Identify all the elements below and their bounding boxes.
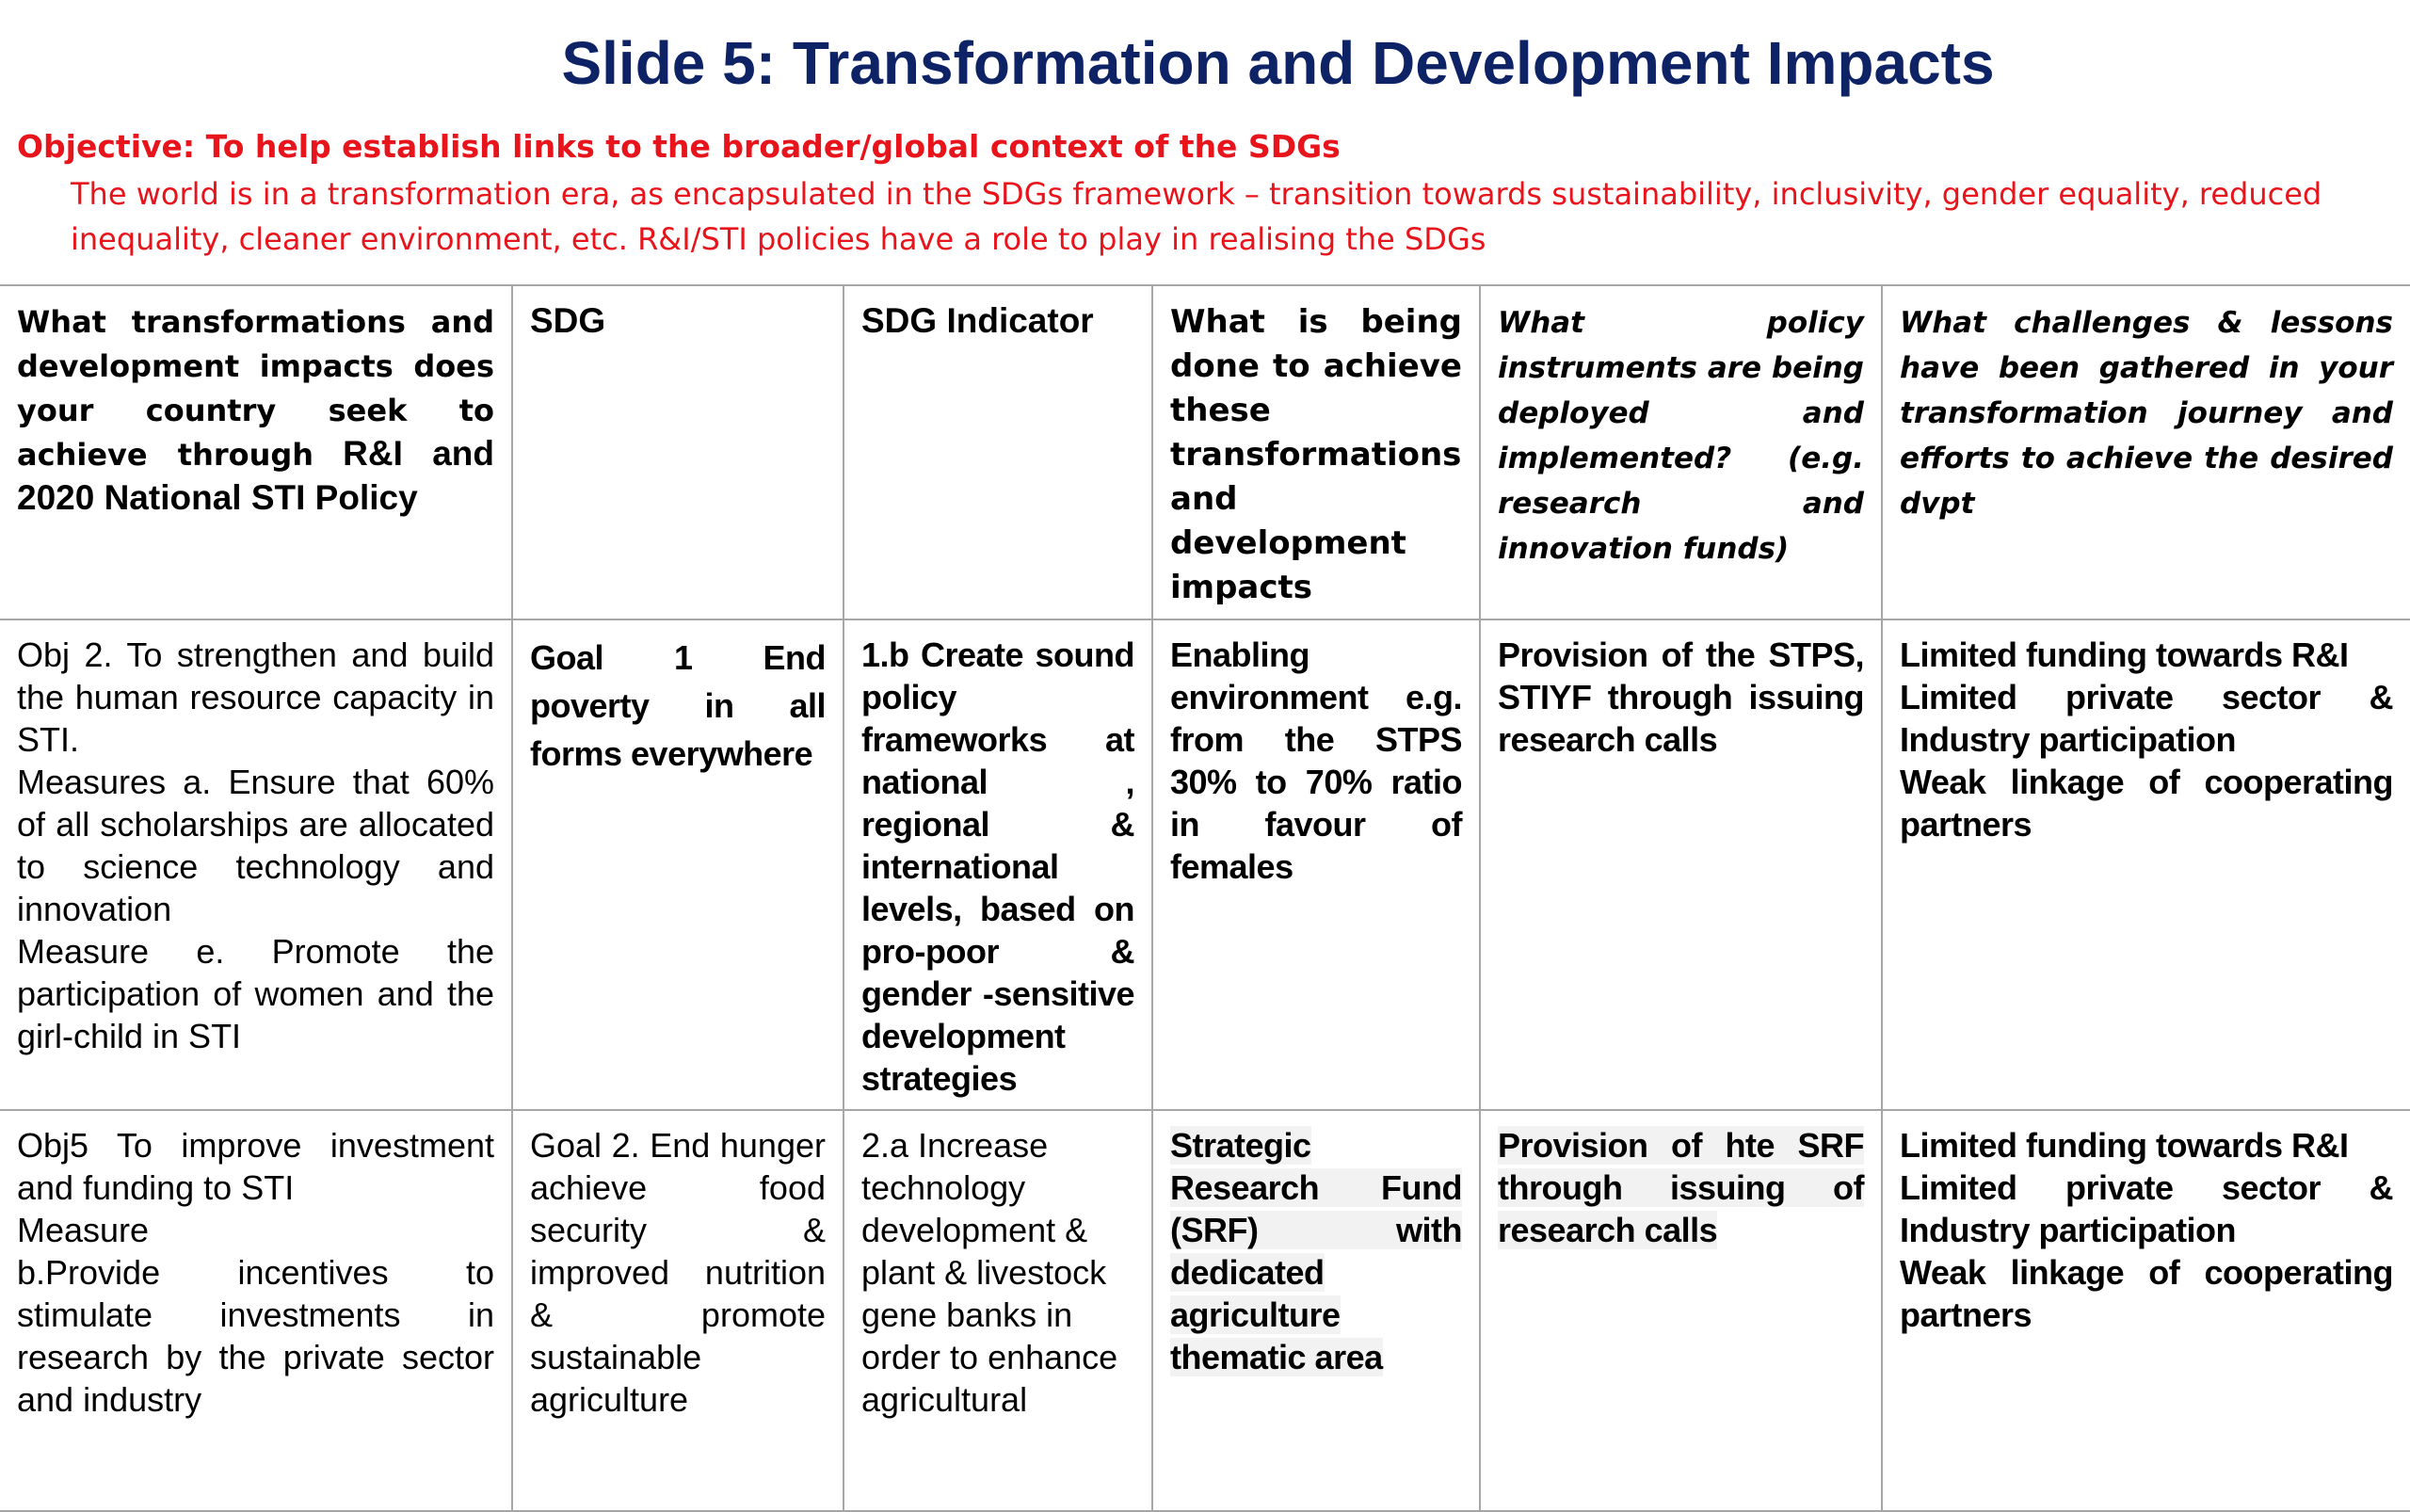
cell-action: Strategic Research Fund (SRF) with dedic…: [1151, 1109, 1481, 1512]
header-transformations: What transformations and development imp…: [0, 284, 513, 620]
cell-sdg: Goal 2. End hunger achieve food security…: [511, 1109, 844, 1512]
cell-instruments: Provision of hte SRF through issuing of …: [1479, 1109, 1883, 1512]
objective-heading: Objective: To help establish links to th…: [17, 128, 1341, 165]
table-header-row: What transformations and development imp…: [0, 284, 2410, 620]
header-policy-instruments: What policy instruments are being deploy…: [1479, 284, 1883, 620]
cell-objective: Obj5 To improve investment and funding t…: [0, 1109, 513, 1512]
table-row: Obj 2. To strengthen and build the human…: [0, 619, 2410, 1111]
cell-objective: Obj 2. To strengthen and build the human…: [0, 619, 513, 1111]
slide-title: Slide 5: Transformation and Development …: [561, 29, 1995, 97]
header-transformations-policy: R&I and 2020 National STI Policy: [17, 434, 494, 517]
header-actions: What is being done to achieve these tran…: [1151, 284, 1481, 620]
cell-challenges: Limited funding towards R&I Limited priv…: [1881, 619, 2410, 1111]
table-row: Obj5 To improve investment and funding t…: [0, 1109, 2410, 1512]
cell-sdg: Goal 1 End poverty in all forms everywhe…: [511, 619, 844, 1111]
cell-indicator: 1.b Create sound policy frameworks at na…: [843, 619, 1153, 1111]
header-challenges: What challenges & lessons have been gath…: [1881, 284, 2410, 620]
cell-action: Enabling environment e.g. from the STPS …: [1151, 619, 1481, 1111]
cell-challenges: Limited funding towards R&I Limited priv…: [1881, 1109, 2410, 1512]
header-sdg: SDG: [511, 284, 844, 620]
cell-indicator: 2.a Increase technology development & pl…: [843, 1109, 1153, 1512]
header-sdg-indicator: SDG Indicator: [843, 284, 1153, 620]
impacts-table: What transformations and development imp…: [0, 284, 2410, 1512]
objective-description: The world is in a transformation era, as…: [71, 176, 2322, 257]
header-transformations-text: What transformations and development imp…: [17, 304, 494, 473]
cell-instruments: Provision of the STPS, STIYF through iss…: [1479, 619, 1883, 1111]
